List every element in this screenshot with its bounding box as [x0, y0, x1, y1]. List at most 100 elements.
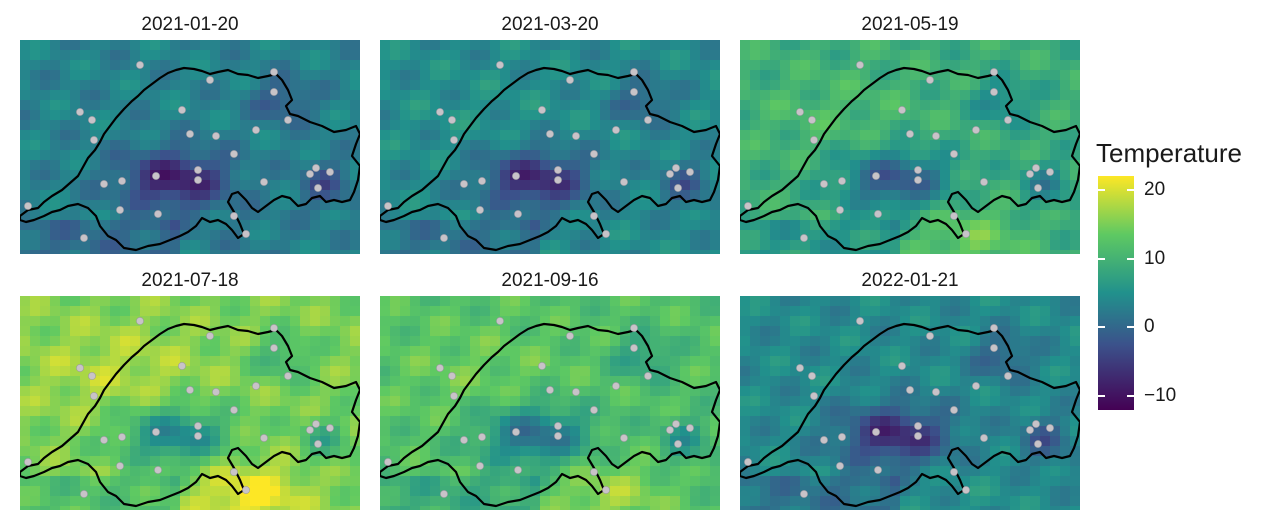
weather-station-marker: [620, 434, 628, 442]
weather-station-marker: [450, 136, 458, 144]
country-border: [380, 66, 720, 252]
legend-tick-mark: [1098, 188, 1105, 191]
weather-station-marker: [194, 422, 202, 430]
weather-station-marker: [808, 372, 816, 380]
weather-station-marker: [136, 317, 144, 325]
panel-title-1: 2021-01-20: [141, 14, 239, 35]
weather-station-marker: [230, 212, 238, 220]
weather-station-marker: [590, 212, 598, 220]
weather-station-marker: [796, 364, 804, 372]
weather-station-marker: [630, 344, 638, 352]
weather-station-marker: [1034, 440, 1042, 448]
weather-station-marker: [932, 388, 940, 396]
weather-station-marker: [1026, 426, 1034, 434]
weather-station-marker: [590, 468, 598, 476]
weather-station-marker: [872, 428, 880, 436]
legend-tick-mark: [1127, 257, 1134, 260]
weather-station-marker: [686, 424, 694, 432]
weather-station-marker: [260, 434, 268, 442]
legend-tick-mark: [1098, 395, 1105, 398]
weather-station-marker: [566, 332, 574, 340]
weather-station-marker: [666, 170, 674, 178]
weather-station-marker: [914, 432, 922, 440]
weather-station-marker: [1046, 168, 1054, 176]
legend-tick-mark: [1127, 326, 1134, 329]
weather-station-marker: [100, 180, 108, 188]
legend-tick-label: 10: [1144, 247, 1166, 269]
weather-station-marker: [612, 382, 620, 390]
panel-title-2: 2021-03-20: [501, 14, 599, 35]
weather-station-marker: [962, 230, 970, 238]
weather-station-marker: [644, 372, 652, 380]
weather-station-marker: [796, 108, 804, 116]
weather-station-marker: [990, 88, 998, 96]
weather-station-marker: [620, 178, 628, 186]
weather-station-marker: [990, 68, 998, 76]
legend-tick-mark: [1098, 326, 1105, 329]
weather-station-marker: [686, 168, 694, 176]
weather-station-marker: [898, 106, 906, 114]
weather-station-marker: [312, 164, 320, 172]
weather-station-marker: [260, 178, 268, 186]
weather-station-marker: [440, 490, 448, 498]
weather-station-marker: [836, 206, 844, 214]
panel-title-6: 2022-01-21: [861, 270, 959, 291]
weather-station-marker: [314, 440, 322, 448]
weather-station-marker: [672, 420, 680, 428]
weather-station-marker: [154, 466, 162, 474]
legend-tick-mark: [1127, 188, 1134, 191]
weather-station-marker: [872, 172, 880, 180]
weather-station-marker: [1032, 164, 1040, 172]
weather-station-marker: [212, 388, 220, 396]
weather-station-marker: [88, 372, 96, 380]
weather-station-marker: [514, 210, 522, 218]
weather-station-marker: [856, 317, 864, 325]
weather-station-marker: [674, 184, 682, 192]
weather-station-marker: [590, 150, 598, 158]
weather-station-marker: [252, 126, 260, 134]
weather-station-marker: [270, 344, 278, 352]
weather-station-marker: [820, 436, 828, 444]
weather-station-marker: [810, 392, 818, 400]
weather-station-marker: [972, 382, 980, 390]
panel-title-5: 2021-09-16: [501, 270, 599, 291]
weather-station-marker: [186, 130, 194, 138]
map-panel-1: [20, 40, 360, 254]
weather-station-marker: [312, 420, 320, 428]
weather-station-marker: [838, 177, 846, 185]
weather-station-marker: [186, 386, 194, 394]
weather-station-marker: [950, 468, 958, 476]
weather-station-marker: [206, 332, 214, 340]
weather-station-marker: [808, 116, 816, 124]
weather-station-marker: [950, 150, 958, 158]
weather-station-marker: [178, 106, 186, 114]
weather-station-marker: [460, 180, 468, 188]
weather-station-marker: [836, 462, 844, 470]
weather-station-marker: [152, 172, 160, 180]
weather-station-marker: [270, 68, 278, 76]
country-border: [20, 322, 360, 508]
weather-station-marker: [270, 324, 278, 332]
weather-station-marker: [118, 177, 126, 185]
weather-station-marker: [926, 332, 934, 340]
weather-station-marker: [980, 178, 988, 186]
weather-station-marker: [384, 202, 392, 210]
weather-station-marker: [856, 61, 864, 69]
weather-station-marker: [898, 362, 906, 370]
weather-station-marker: [242, 230, 250, 238]
weather-station-marker: [572, 388, 580, 396]
weather-station-marker: [326, 168, 334, 176]
country-border: [380, 322, 720, 508]
weather-station-marker: [990, 324, 998, 332]
weather-station-marker: [450, 392, 458, 400]
weather-station-marker: [538, 106, 546, 114]
weather-station-marker: [514, 466, 522, 474]
weather-station-marker: [630, 324, 638, 332]
weather-station-marker: [972, 126, 980, 134]
weather-station-marker: [306, 426, 314, 434]
weather-station-marker: [906, 130, 914, 138]
weather-station-marker: [914, 176, 922, 184]
weather-station-marker: [512, 428, 520, 436]
weather-station-marker: [838, 433, 846, 441]
weather-station-marker: [990, 344, 998, 352]
